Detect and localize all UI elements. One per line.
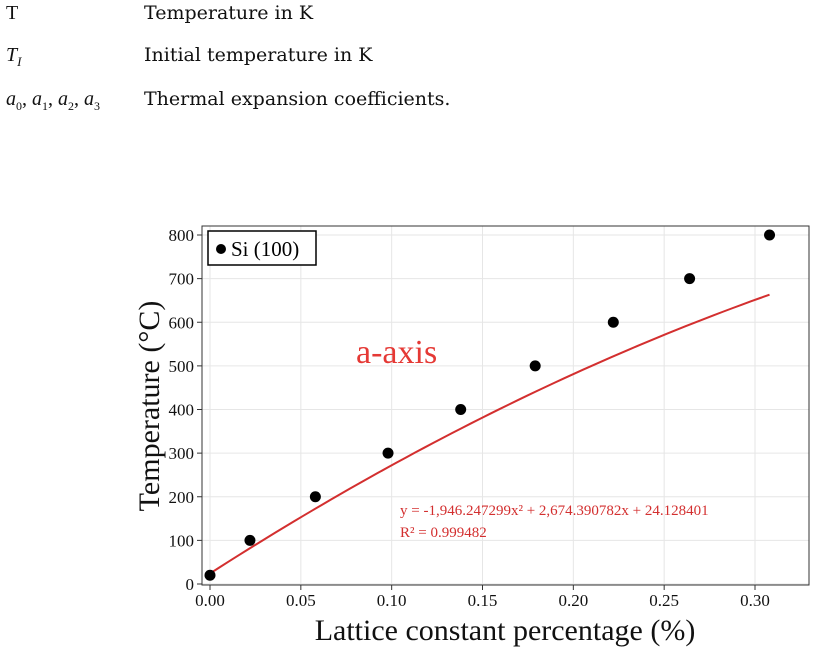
x-tick-label: 0.00 xyxy=(195,591,225,610)
y-tick-label: 600 xyxy=(169,313,195,332)
legend-marker xyxy=(216,244,226,254)
y-tick-label: 200 xyxy=(169,488,195,507)
y-tick-label: 700 xyxy=(169,270,195,289)
y-tick-label: 0 xyxy=(186,575,195,594)
data-point xyxy=(684,273,696,285)
symbol-TI: TI xyxy=(6,44,22,69)
x-tick-label: 0.30 xyxy=(740,591,770,610)
y-axis-ticks: 0 100 200 300 400 500 600 700 800 xyxy=(169,226,202,594)
data-point xyxy=(204,569,216,581)
x-tick-label: 0.10 xyxy=(377,591,407,610)
symbol-T: T xyxy=(6,2,19,24)
y-tick-label: 400 xyxy=(169,401,195,420)
y-tick-label: 800 xyxy=(169,226,195,245)
x-tick-label: 0.20 xyxy=(558,591,588,610)
description-coefficients: Thermal expansion coefficients. xyxy=(144,88,451,110)
x-axis-ticks: 0.00 0.05 0.10 0.15 0.20 0.25 0.30 xyxy=(195,585,770,610)
x-tick-label: 0.25 xyxy=(649,591,679,610)
axis-annotation: a-axis xyxy=(356,334,437,371)
symbol-coefficients: a0, a1, a2, a3 xyxy=(6,88,100,113)
y-tick-label: 300 xyxy=(169,444,195,463)
data-points xyxy=(204,229,776,581)
y-tick-label: 100 xyxy=(169,531,195,550)
data-point xyxy=(455,404,467,415)
fit-equation: y = -1,946.247299x² + 2,674.390782x + 24… xyxy=(400,503,709,519)
grid-lines xyxy=(202,226,809,585)
x-axis-label: Lattice constant percentage (%) xyxy=(315,614,696,647)
data-point xyxy=(764,229,776,241)
data-point xyxy=(607,316,619,328)
legend: Si (100) xyxy=(207,230,317,266)
x-tick-label: 0.15 xyxy=(468,591,498,610)
x-tick-label: 0.05 xyxy=(286,591,316,610)
description-TI: Initial temperature in K xyxy=(144,44,373,66)
plot-frame xyxy=(201,225,810,586)
data-point xyxy=(382,447,394,459)
y-axis-label: Temperature (°C) xyxy=(133,301,166,512)
data-point xyxy=(244,534,256,546)
data-point xyxy=(529,360,541,372)
fit-line xyxy=(209,293,770,575)
r-squared: R² = 0.999482 xyxy=(400,525,487,541)
legend-box xyxy=(207,230,317,266)
description-T: Temperature in K xyxy=(144,2,314,24)
data-point xyxy=(309,491,321,503)
y-tick-label: 500 xyxy=(169,357,195,376)
legend-label: Si (100) xyxy=(231,237,299,261)
definitions-list: T Temperature in K TI Initial temperatur… xyxy=(0,0,817,120)
